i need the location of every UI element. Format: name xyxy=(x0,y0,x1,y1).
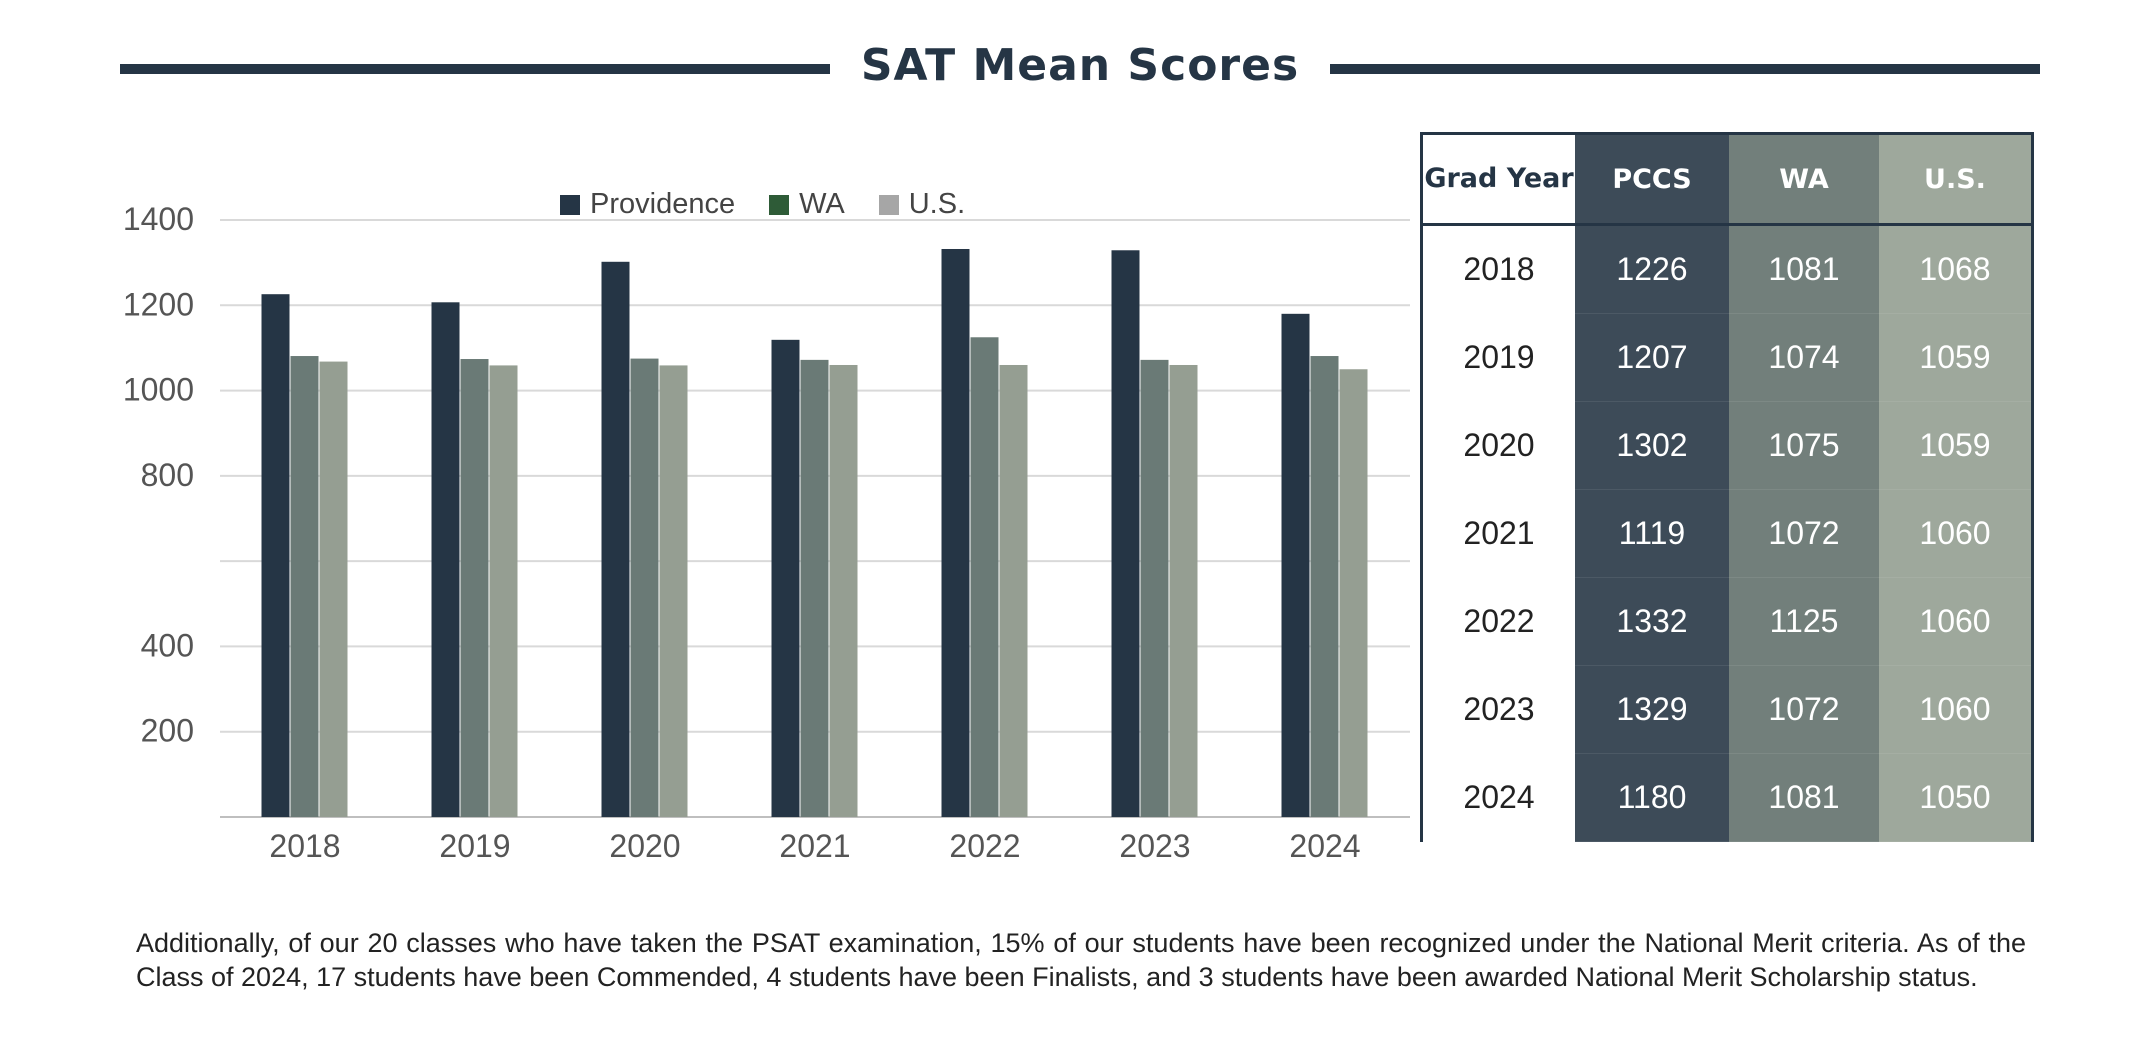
cell-wa: 1074 xyxy=(1729,313,1879,402)
table-row: 2019 1207 1074 1059 xyxy=(1420,313,2034,402)
cell-wa: 1072 xyxy=(1729,489,1879,578)
cell-us: 1068 xyxy=(1879,224,2034,314)
table-row: 2022 1332 1125 1060 xyxy=(1420,577,2034,666)
cell-pccs: 1207 xyxy=(1575,313,1729,402)
cell-year: 2019 xyxy=(1420,313,1575,402)
legend-swatch-wa xyxy=(769,194,790,215)
cell-year: 2023 xyxy=(1420,665,1575,754)
cell-wa: 1081 xyxy=(1729,224,1879,314)
header-grad-year: Grad Year xyxy=(1420,132,1575,226)
bar-wa-2019 xyxy=(460,359,489,817)
title-rule-right xyxy=(1330,64,2040,74)
bar-us-2021 xyxy=(829,364,858,817)
bar-wa-2023 xyxy=(1140,359,1169,817)
bar-us-2020 xyxy=(659,365,688,817)
bar-wa-2018 xyxy=(290,356,319,817)
bar-providence-2024 xyxy=(1281,313,1310,817)
scores-table: Grad Year PCCS WA U.S. 2018 1226 1081 10… xyxy=(1420,132,2034,842)
bar-us-2024 xyxy=(1339,369,1368,817)
x-tick-label: 2020 xyxy=(609,828,680,864)
bar-providence-2023 xyxy=(1111,250,1140,817)
x-tick-label: 2022 xyxy=(949,828,1020,864)
cell-pccs: 1302 xyxy=(1575,401,1729,490)
cell-pccs: 1332 xyxy=(1575,577,1729,666)
cell-pccs: 1226 xyxy=(1575,224,1729,314)
y-tick-label: 800 xyxy=(141,457,194,493)
legend-swatch-providence xyxy=(560,194,580,215)
cell-wa: 1072 xyxy=(1729,665,1879,754)
bar-wa-2021 xyxy=(800,359,829,817)
x-tick-label: 2018 xyxy=(269,828,340,864)
bar-wa-2024 xyxy=(1310,356,1339,817)
legend-label-providence: Providence xyxy=(590,188,736,220)
cell-us: 1060 xyxy=(1879,665,2034,754)
page-title: SAT Mean Scores xyxy=(860,40,1300,91)
cell-wa: 1081 xyxy=(1729,753,1879,842)
header-wa: WA xyxy=(1729,132,1879,226)
chart-legend: Providence WA U.S. xyxy=(560,188,965,221)
bar-providence-2018 xyxy=(261,294,290,817)
bar-us-2018 xyxy=(319,361,348,817)
table-row: 2018 1226 1081 1068 xyxy=(1420,224,2034,314)
bar-wa-2020 xyxy=(630,358,659,817)
y-tick-label: 200 xyxy=(141,713,194,749)
cell-us: 1059 xyxy=(1879,401,2034,490)
legend-label-wa: WA xyxy=(799,188,845,220)
cell-year: 2020 xyxy=(1420,401,1575,490)
cell-us: 1050 xyxy=(1879,753,2034,842)
bar-providence-2020 xyxy=(601,261,630,817)
header-pccs: PCCS xyxy=(1575,132,1729,226)
cell-year: 2024 xyxy=(1420,753,1575,842)
cell-us: 1060 xyxy=(1879,577,2034,666)
cell-year: 2022 xyxy=(1420,577,1575,666)
bar-us-2022 xyxy=(999,364,1028,817)
bar-providence-2022 xyxy=(941,248,970,818)
bar-us-2023 xyxy=(1169,364,1198,817)
legend-item-providence: Providence xyxy=(560,188,735,221)
legend-item-us: U.S. xyxy=(878,188,966,221)
cell-pccs: 1119 xyxy=(1575,489,1729,578)
title-rule-left xyxy=(120,64,830,74)
table-header-row: Grad Year PCCS WA U.S. xyxy=(1420,132,2034,226)
bar-us-2019 xyxy=(489,365,518,817)
footnote: Additionally, of our 20 classes who have… xyxy=(136,928,2026,992)
table-row: 2021 1119 1072 1060 xyxy=(1420,489,2034,578)
legend-swatch-us xyxy=(878,194,899,215)
table-row: 2024 1180 1081 1050 xyxy=(1420,753,2034,842)
x-tick-label: 2024 xyxy=(1289,828,1360,864)
bar-chart: 1400 1200 1000 800 400 200 2018 2019 2020 2021 202… xyxy=(123,201,1410,864)
legend-label-us: U.S. xyxy=(908,188,966,220)
header-us: U.S. xyxy=(1879,132,2034,226)
legend-item-wa: WA xyxy=(769,188,845,221)
cell-wa: 1075 xyxy=(1729,401,1879,490)
y-tick-label: 1200 xyxy=(123,286,194,322)
bar-providence-2021 xyxy=(771,339,800,817)
title-bar: SAT Mean Scores xyxy=(120,40,2040,100)
cell-pccs: 1180 xyxy=(1575,753,1729,842)
bar-wa-2022 xyxy=(970,337,999,817)
x-tick-label: 2021 xyxy=(779,828,850,864)
table-row: 2023 1329 1072 1060 xyxy=(1420,665,2034,754)
cell-us: 1060 xyxy=(1879,489,2034,578)
cell-year: 2018 xyxy=(1420,224,1575,314)
bar-providence-2019 xyxy=(431,302,460,817)
cell-year: 2021 xyxy=(1420,489,1575,578)
cell-wa: 1125 xyxy=(1729,577,1879,666)
x-tick-label: 2019 xyxy=(439,828,510,864)
cell-pccs: 1329 xyxy=(1575,665,1729,754)
x-tick-label: 2023 xyxy=(1119,828,1190,864)
table-row: 2020 1302 1075 1059 xyxy=(1420,401,2034,490)
y-tick-label: 400 xyxy=(141,627,194,663)
cell-us: 1059 xyxy=(1879,313,2034,402)
y-tick-label: 1000 xyxy=(123,372,194,408)
y-tick-label: 1400 xyxy=(123,201,194,237)
